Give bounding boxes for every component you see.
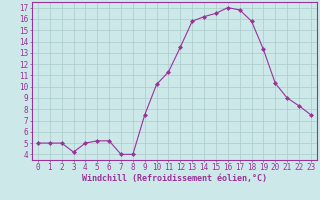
X-axis label: Windchill (Refroidissement éolien,°C): Windchill (Refroidissement éolien,°C) [82, 174, 267, 183]
